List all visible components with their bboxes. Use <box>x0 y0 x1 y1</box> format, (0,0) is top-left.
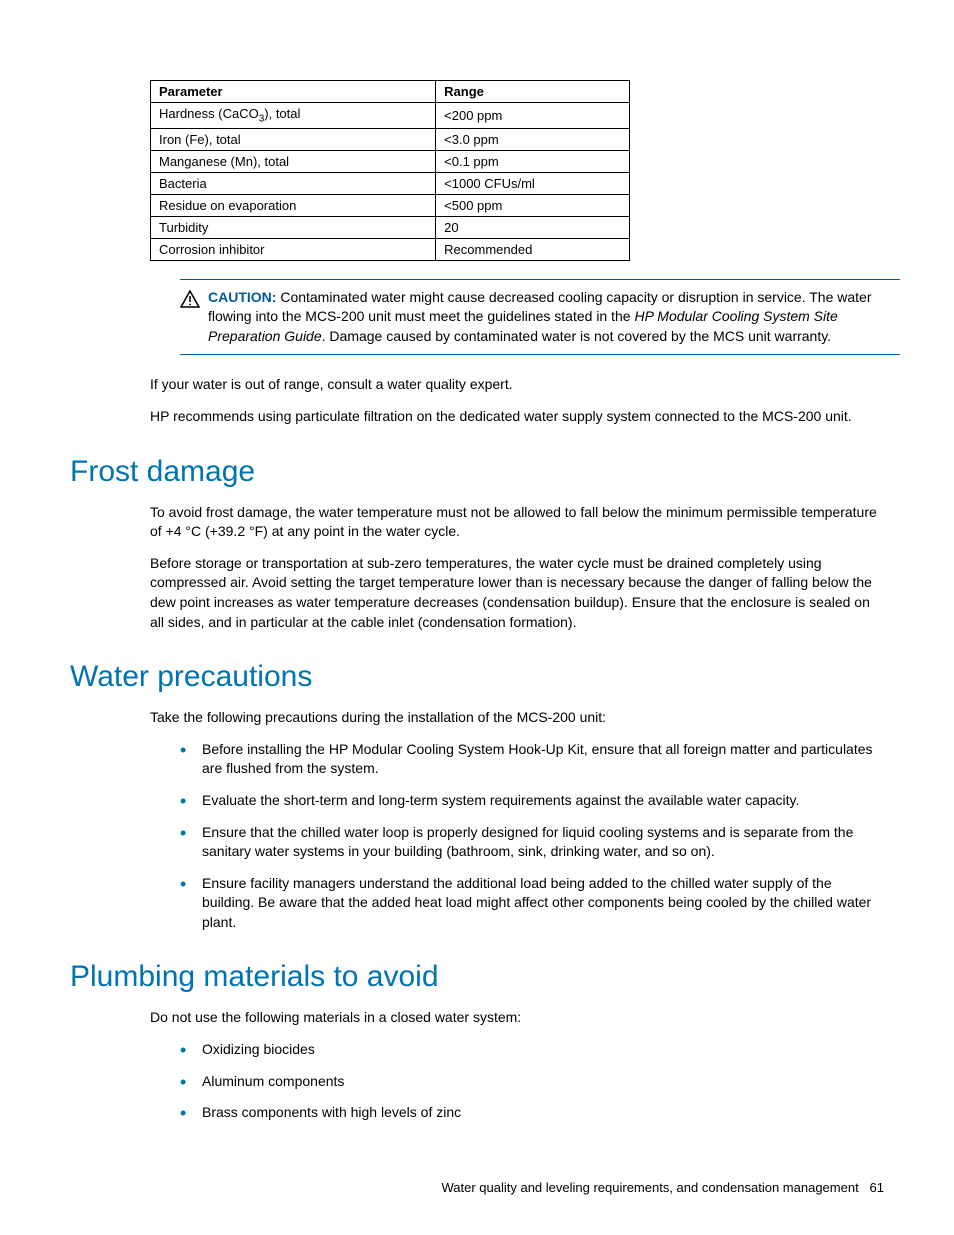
list-item: Aluminum components <box>180 1072 884 1092</box>
table-row: Turbidity20 <box>151 216 630 238</box>
parameter-table: Parameter Range Hardness (CaCO3), total<… <box>150 80 884 261</box>
heading-frost-damage: Frost damage <box>70 455 884 489</box>
caution-text: CAUTION: Contaminated water might cause … <box>208 288 900 347</box>
footer-text: Water quality and leveling requirements,… <box>441 1180 858 1195</box>
list-item: Ensure facility managers understand the … <box>180 874 884 933</box>
cell-parameter: Iron (Fe), total <box>151 128 436 150</box>
header-range: Range <box>436 81 630 103</box>
table-header-row: Parameter Range <box>151 81 630 103</box>
caution-post: . Damage caused by contaminated water is… <box>322 328 831 344</box>
caution-callout: CAUTION: Contaminated water might cause … <box>180 279 900 356</box>
table-row: Manganese (Mn), total<0.1 ppm <box>151 150 630 172</box>
heading-water-precautions: Water precautions <box>70 660 884 694</box>
cell-parameter: Manganese (Mn), total <box>151 150 436 172</box>
plumbing-avoid-list: Oxidizing biocides Aluminum components Bra… <box>180 1040 884 1123</box>
cell-range: <1000 CFUs/ml <box>436 172 630 194</box>
page-number: 61 <box>870 1180 884 1195</box>
body-paragraph: HP recommends using particulate filtrati… <box>150 407 884 427</box>
body-paragraph: To avoid frost damage, the water tempera… <box>150 503 884 542</box>
cell-range: <200 ppm <box>436 103 630 129</box>
table-row: Residue on evaporation<500 ppm <box>151 194 630 216</box>
list-item: Evaluate the short-term and long-term sy… <box>180 791 884 811</box>
body-paragraph: Before storage or transportation at sub-… <box>150 554 884 632</box>
cell-range: Recommended <box>436 238 630 260</box>
water-precautions-list: Before installing the HP Modular Cooling… <box>180 740 884 933</box>
heading-plumbing-materials: Plumbing materials to avoid <box>70 960 884 994</box>
list-item: Brass components with high levels of zin… <box>180 1103 884 1123</box>
table-row: Corrosion inhibitorRecommended <box>151 238 630 260</box>
cell-parameter: Turbidity <box>151 216 436 238</box>
header-parameter: Parameter <box>151 81 436 103</box>
cell-parameter: Corrosion inhibitor <box>151 238 436 260</box>
page-footer: Water quality and leveling requirements,… <box>441 1180 884 1195</box>
table-row: Hardness (CaCO3), total<200 ppm <box>151 103 630 129</box>
list-item: Before installing the HP Modular Cooling… <box>180 740 884 779</box>
cell-parameter: Residue on evaporation <box>151 194 436 216</box>
list-item: Ensure that the chilled water loop is pr… <box>180 823 884 862</box>
table-row: Iron (Fe), total<3.0 ppm <box>151 128 630 150</box>
cell-range: <0.1 ppm <box>436 150 630 172</box>
body-paragraph: If your water is out of range, consult a… <box>150 375 884 395</box>
body-paragraph: Do not use the following materials in a … <box>150 1008 884 1028</box>
list-item: Oxidizing biocides <box>180 1040 884 1060</box>
cell-range: <500 ppm <box>436 194 630 216</box>
table-row: Bacteria<1000 CFUs/ml <box>151 172 630 194</box>
caution-label: CAUTION: <box>208 289 276 305</box>
cell-parameter: Hardness (CaCO3), total <box>151 103 436 129</box>
cell-range: 20 <box>436 216 630 238</box>
cell-range: <3.0 ppm <box>436 128 630 150</box>
cell-parameter: Bacteria <box>151 172 436 194</box>
body-paragraph: Take the following precautions during th… <box>150 708 884 728</box>
caution-icon <box>180 288 208 347</box>
